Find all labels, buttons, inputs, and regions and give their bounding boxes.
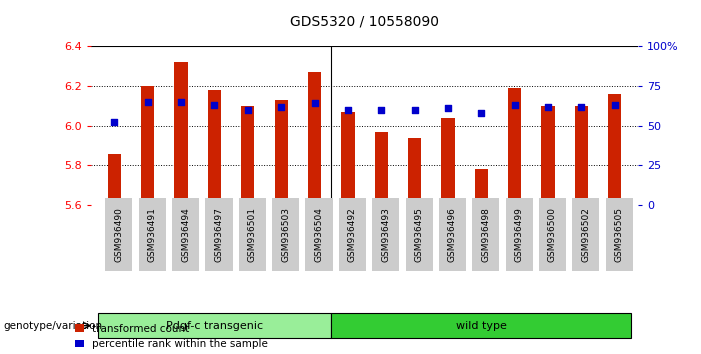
Point [209,102,220,108]
Point [576,104,587,109]
Bar [308,72,321,205]
Text: GSM936499: GSM936499 [515,207,524,262]
Text: GSM936494: GSM936494 [181,207,190,262]
Bar [207,90,221,205]
Point [442,105,454,111]
Text: GSM936505: GSM936505 [615,207,624,262]
Point [509,102,520,108]
Point [409,107,420,113]
Point [609,102,620,108]
Point [275,104,287,109]
Text: GSM936496: GSM936496 [448,207,457,262]
Bar [541,106,554,205]
Legend: transformed count, percentile rank within the sample: transformed count, percentile rank withi… [75,324,268,349]
Bar [141,86,154,205]
Bar [108,154,121,205]
Bar [175,62,188,205]
Bar [475,170,488,205]
Point [109,120,120,125]
Bar [508,88,522,205]
Bar [575,106,588,205]
Point [309,101,320,106]
Bar [275,100,288,205]
Text: GSM936490: GSM936490 [114,207,123,262]
Bar [241,106,254,205]
Text: GSM936495: GSM936495 [414,207,423,262]
Text: GSM936501: GSM936501 [248,207,257,262]
Text: GDS5320 / 10558090: GDS5320 / 10558090 [290,14,439,28]
Point [243,107,254,113]
Text: GSM936491: GSM936491 [148,207,157,262]
Text: GSM936500: GSM936500 [548,207,557,262]
Point [543,104,554,109]
Point [175,99,186,104]
Text: wild type: wild type [456,321,507,331]
Point [475,110,486,116]
Text: GSM936493: GSM936493 [381,207,390,262]
Bar [341,112,355,205]
Bar [408,138,421,205]
Text: GSM936497: GSM936497 [215,207,224,262]
Text: Pdgf-c transgenic: Pdgf-c transgenic [166,321,263,331]
Point [376,107,387,113]
Bar [374,132,388,205]
Text: genotype/variation: genotype/variation [4,321,102,331]
Text: GSM936498: GSM936498 [481,207,490,262]
Point [342,107,353,113]
Point [142,99,154,104]
Text: GSM936492: GSM936492 [348,207,357,262]
Text: GSM936502: GSM936502 [581,207,590,262]
Text: GSM936504: GSM936504 [315,207,323,262]
Bar [608,94,621,205]
Bar [441,118,454,205]
Text: GSM936503: GSM936503 [281,207,290,262]
